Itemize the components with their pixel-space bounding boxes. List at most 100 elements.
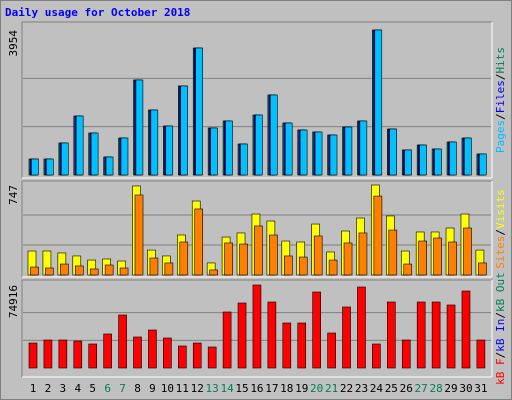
x-tick-label: 4	[74, 382, 81, 395]
bar	[478, 153, 487, 176]
x-tick-label: 1	[30, 382, 37, 395]
x-tick-label: 13	[206, 382, 219, 395]
bar	[476, 339, 486, 369]
bar	[269, 94, 278, 176]
bar	[373, 195, 383, 276]
bar	[297, 322, 307, 369]
legend-entry: kB Out	[494, 272, 507, 312]
bar	[433, 237, 442, 276]
x-tick-label: 9	[149, 382, 156, 395]
bar	[222, 311, 232, 369]
bar	[239, 243, 248, 276]
bar	[88, 343, 98, 369]
legend-separator: /	[494, 74, 507, 81]
legend-entry: kB In	[494, 319, 507, 352]
bar	[60, 263, 69, 276]
x-tick-label: 10	[161, 382, 174, 395]
bar	[210, 127, 218, 176]
legend: Sites/Visits	[494, 189, 507, 269]
bar	[178, 345, 187, 369]
bar	[374, 29, 383, 176]
legend-separator: /	[494, 113, 507, 120]
bar	[163, 337, 172, 369]
bar	[240, 143, 248, 176]
bar	[267, 301, 277, 369]
bar	[103, 333, 112, 369]
bar	[134, 194, 144, 276]
legend-entry: Hits	[494, 47, 507, 74]
legend-entry: Files	[494, 80, 507, 113]
x-tick-label: 12	[191, 382, 204, 395]
bar	[448, 241, 457, 276]
bar	[225, 120, 233, 176]
bar	[164, 262, 174, 276]
bar	[343, 242, 353, 276]
x-tick-label: 7	[119, 382, 126, 395]
bar	[342, 306, 351, 369]
legend-entry: Visits	[494, 189, 507, 229]
x-tick-label: 23	[355, 382, 368, 395]
bar	[329, 134, 338, 176]
x-tick-label: 20	[310, 382, 323, 395]
x-tick-label: 19	[295, 382, 308, 395]
x-tick-label: 22	[340, 382, 353, 395]
bar	[282, 322, 292, 369]
x-tick-label: 16	[250, 382, 263, 395]
x-tick-label: 26	[400, 382, 413, 395]
bar	[314, 131, 323, 176]
bar	[75, 115, 84, 176]
bar	[179, 241, 189, 276]
bar	[180, 85, 188, 176]
bar	[461, 290, 471, 369]
bar	[313, 235, 323, 276]
bar	[419, 144, 427, 176]
x-tick-label: 3	[60, 382, 67, 395]
x-tick-label: 11	[176, 382, 189, 395]
bar	[312, 291, 321, 369]
bar	[388, 229, 398, 276]
legend-entry: Pages	[494, 120, 507, 153]
bar	[359, 120, 368, 176]
bar	[30, 266, 39, 276]
x-tick-label: 15	[235, 382, 248, 395]
bar	[120, 137, 129, 176]
bar	[252, 284, 262, 369]
bar	[434, 148, 442, 176]
y-tick-label: 747	[7, 185, 20, 205]
x-tick-label: 21	[325, 382, 338, 395]
bar	[464, 137, 472, 176]
bar	[416, 301, 426, 369]
bar	[357, 286, 366, 369]
bar	[28, 342, 38, 369]
bar	[195, 47, 203, 176]
bar	[389, 128, 398, 176]
bar	[31, 158, 39, 176]
legend: Pages/Files/Hits	[494, 47, 507, 153]
legend-separator: /	[494, 352, 507, 359]
bar	[358, 232, 368, 276]
bar	[150, 109, 159, 176]
legend: kB F/kB In/kB Out	[494, 272, 507, 385]
y-tick-label: 74916	[7, 285, 20, 318]
x-tick-label: 18	[280, 382, 293, 395]
bar	[118, 314, 127, 369]
x-tick-label: 17	[265, 382, 278, 395]
x-tick-label: 14	[220, 382, 234, 395]
bar	[269, 234, 278, 276]
bar	[463, 227, 472, 276]
bar	[372, 343, 381, 369]
legend-separator: /	[494, 312, 507, 319]
chart-title: Daily usage for October 2018	[5, 6, 190, 19]
bar	[58, 339, 68, 369]
bar	[73, 340, 83, 369]
bar	[46, 158, 54, 176]
x-tick-label: 31	[474, 382, 487, 395]
bar	[89, 268, 99, 276]
legend-separator: /	[494, 229, 507, 236]
bar	[418, 240, 427, 276]
bar	[328, 259, 338, 276]
bar	[401, 339, 411, 369]
bar	[60, 142, 69, 176]
